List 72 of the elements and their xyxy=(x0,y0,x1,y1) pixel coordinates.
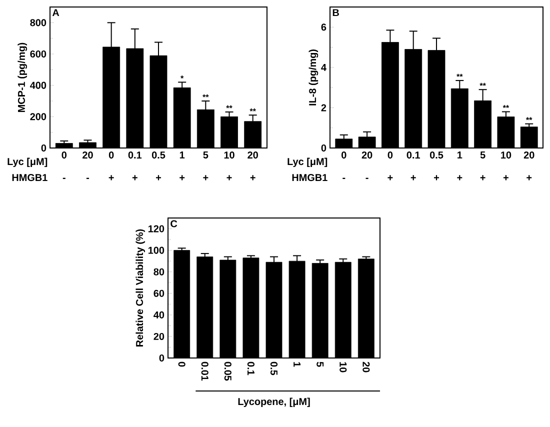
text: + xyxy=(457,175,462,180)
text: - xyxy=(366,178,368,180)
x-tick-label: 0.1 xyxy=(406,152,420,159)
y-tick-label: 200 xyxy=(30,113,46,120)
text: + xyxy=(410,175,416,180)
chart-title: B xyxy=(332,9,339,16)
x-tick-label: 20 xyxy=(362,152,372,159)
x-tick-label: 0.1 xyxy=(247,362,254,376)
y-tick-label: 0 xyxy=(159,354,164,362)
y-tick-label: 6 xyxy=(321,24,326,31)
x-tick-label: 5 xyxy=(316,362,324,367)
x-tick-label: 20 xyxy=(82,152,93,159)
x-tick-label: 5 xyxy=(203,152,208,158)
text: - xyxy=(86,178,89,180)
x-tick-label: 0.5 xyxy=(152,152,166,159)
x-tick-label: 0 xyxy=(388,152,393,159)
y-tick-label: 120 xyxy=(148,225,164,232)
text: HMGB1 xyxy=(292,174,328,182)
text: + xyxy=(526,175,532,180)
text: + xyxy=(480,175,486,180)
text: + xyxy=(503,175,508,180)
text: + xyxy=(203,175,208,180)
text: + xyxy=(250,175,256,180)
y-tick-label: 20 xyxy=(154,332,164,340)
x-tick-label: 20 xyxy=(362,362,370,372)
x-tick-label: 5 xyxy=(480,152,486,158)
chart-title: A xyxy=(52,9,60,16)
text: HMGB1 xyxy=(12,174,48,182)
text: - xyxy=(342,178,346,180)
y-tick-label: 600 xyxy=(30,50,46,58)
x-tick-label: 0.01 xyxy=(201,362,208,381)
x-axis-title: Lycopene, [μM] xyxy=(238,398,310,408)
x-tick-label: 0.1 xyxy=(128,152,142,159)
y-tick-label: 80 xyxy=(154,268,164,276)
x-tick-label: 0.5 xyxy=(270,362,278,376)
y-tick-label: 2 xyxy=(321,104,326,112)
y-tick-label: 800 xyxy=(30,19,46,26)
x-axis-title: Lyc [μM] xyxy=(8,158,48,168)
chart-title: C xyxy=(170,220,178,228)
text: + xyxy=(132,175,138,180)
y-tick-label: 4 xyxy=(321,64,326,71)
y-tick-label: 100 xyxy=(148,246,164,254)
text: + xyxy=(108,175,114,180)
x-tick-label: 0 xyxy=(342,152,346,159)
x-tick-label: 0 xyxy=(178,362,186,367)
text: + xyxy=(388,175,393,180)
y-axis-title: IL-8 (pg/mg) xyxy=(308,49,318,106)
text: + xyxy=(156,175,162,180)
x-tick-label: 0.05 xyxy=(224,362,232,381)
y-tick-label: 400 xyxy=(30,82,46,89)
y-axis-title: Relative Cell Viability (%) xyxy=(136,229,146,346)
x-tick-label: 20 xyxy=(524,152,534,159)
text: - xyxy=(62,178,66,180)
text: + xyxy=(180,175,185,180)
x-tick-label: 20 xyxy=(248,152,258,159)
x-tick-label: 1 xyxy=(180,152,185,158)
x-tick-label: 10 xyxy=(340,362,347,372)
x-tick-label: 1 xyxy=(458,152,462,158)
y-tick-label: 0 xyxy=(41,144,46,152)
x-tick-label: 10 xyxy=(501,152,512,159)
x-tick-label: 1 xyxy=(294,362,300,367)
y-tick-label: 0 xyxy=(321,144,326,152)
x-axis-title: Lyc [μM] xyxy=(288,158,328,168)
y-tick-label: 40 xyxy=(154,311,164,318)
x-tick-label: 0.5 xyxy=(430,152,444,159)
text: + xyxy=(434,175,440,180)
text: + xyxy=(226,175,232,180)
x-tick-label: 0 xyxy=(62,152,67,159)
x-tick-label: 0 xyxy=(108,152,114,159)
x-tick-label: 10 xyxy=(224,152,234,159)
y-tick-label: 60 xyxy=(154,290,164,297)
y-axis-title: MCP-1 (pg/mg) xyxy=(18,42,28,112)
